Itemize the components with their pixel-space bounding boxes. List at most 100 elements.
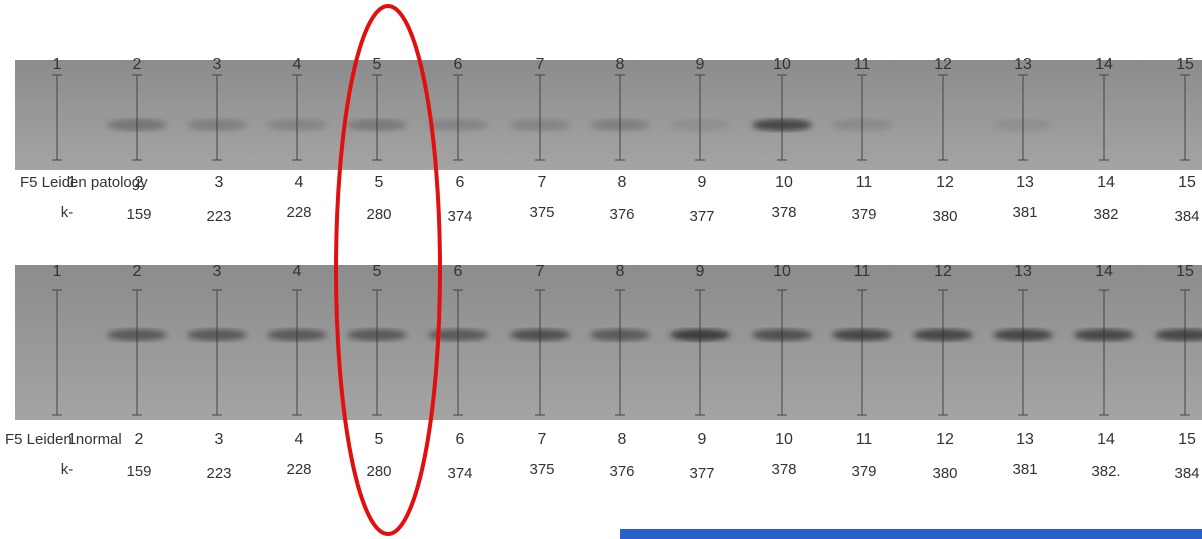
- band: [752, 329, 812, 341]
- k-value: 376: [609, 206, 634, 223]
- label-number: 3: [215, 174, 224, 191]
- k-value: 384: [1174, 465, 1199, 482]
- label-number: 10: [775, 431, 793, 448]
- label-number: 15: [1178, 174, 1196, 191]
- gel-label: F5 Leiden patology: [20, 174, 148, 191]
- lane-number: 12: [934, 263, 952, 280]
- k-value: 381: [1012, 461, 1037, 478]
- label-number: 15: [1178, 431, 1196, 448]
- band: [832, 119, 892, 131]
- band: [347, 119, 407, 131]
- k-value: 382: [1093, 206, 1118, 223]
- label-number: 7: [538, 174, 547, 191]
- lane-number: 4: [293, 56, 302, 73]
- k-value: 228: [286, 461, 311, 478]
- k-value: 380: [932, 208, 957, 225]
- gel-strip: [15, 265, 1202, 420]
- band: [993, 329, 1053, 341]
- label-number: 11: [856, 431, 873, 448]
- k-value: 228: [286, 204, 311, 221]
- band: [107, 119, 167, 131]
- k-value: 280: [366, 463, 391, 480]
- band: [428, 119, 488, 131]
- k-value: k-: [61, 204, 74, 221]
- band: [590, 119, 650, 131]
- lane-number: 15: [1176, 56, 1194, 73]
- k-value: 376: [609, 463, 634, 480]
- lane-number: 1: [53, 56, 62, 73]
- band: [832, 329, 892, 341]
- k-value: 375: [529, 204, 554, 221]
- lane-number: 5: [373, 263, 382, 280]
- label-number: 9: [698, 174, 707, 191]
- gel-label: F5 Leiden normal: [5, 431, 122, 448]
- band: [187, 119, 247, 131]
- label-number: 4: [295, 431, 304, 448]
- lane-number: 14: [1095, 56, 1113, 73]
- label-number: 2: [135, 174, 144, 191]
- label-number: 13: [1016, 174, 1034, 191]
- lane-number: 13: [1014, 56, 1032, 73]
- lane-number: 2: [133, 56, 142, 73]
- lane-number: 10: [773, 263, 791, 280]
- k-value: 374: [447, 465, 472, 482]
- label-number: 8: [618, 174, 627, 191]
- lane-number: 11: [854, 56, 871, 73]
- highlight-ellipse: [334, 4, 442, 536]
- lane-number: 12: [934, 56, 952, 73]
- label-number: 14: [1097, 431, 1115, 448]
- k-value: 378: [771, 461, 796, 478]
- k-value: 384: [1174, 208, 1199, 225]
- band: [107, 329, 167, 341]
- lane-number: 3: [213, 263, 222, 280]
- band: [267, 329, 327, 341]
- label-number: 9: [698, 431, 707, 448]
- k-value: 378: [771, 204, 796, 221]
- lane-number: 6: [454, 56, 463, 73]
- k-value: 374: [447, 208, 472, 225]
- lane-number: 11: [854, 263, 871, 280]
- lane-number: 10: [773, 56, 791, 73]
- label-number: 6: [456, 174, 465, 191]
- band: [752, 119, 812, 131]
- label-number: 14: [1097, 174, 1115, 191]
- band: [510, 329, 570, 341]
- label-number: 1: [68, 431, 77, 448]
- label-number: 5: [375, 174, 384, 191]
- band: [428, 329, 488, 341]
- k-value: 280: [366, 206, 391, 223]
- lane-number: 8: [616, 263, 625, 280]
- lane-number: 15: [1176, 263, 1194, 280]
- band: [590, 329, 650, 341]
- label-number: 6: [456, 431, 465, 448]
- label-number: 12: [936, 174, 954, 191]
- lane-number: 6: [454, 263, 463, 280]
- band: [1155, 329, 1202, 341]
- k-value: 377: [689, 208, 714, 225]
- band: [347, 329, 407, 341]
- label-number: 2: [135, 431, 144, 448]
- label-number: 5: [375, 431, 384, 448]
- band: [267, 119, 327, 131]
- band: [993, 119, 1053, 131]
- lane-number: 13: [1014, 263, 1032, 280]
- k-value: 377: [689, 465, 714, 482]
- band: [670, 119, 730, 131]
- label-number: 3: [215, 431, 224, 448]
- lane-number: 7: [536, 56, 545, 73]
- lane-number: 9: [696, 56, 705, 73]
- k-value: k-: [61, 461, 74, 478]
- gel-strip: [15, 60, 1202, 170]
- band: [187, 329, 247, 341]
- window-titlebar: [620, 529, 1202, 539]
- label-number: 8: [618, 431, 627, 448]
- k-value: 159: [126, 206, 151, 223]
- lane-number: 3: [213, 56, 222, 73]
- band: [510, 119, 570, 131]
- lane-number: 5: [373, 56, 382, 73]
- lane-number: 9: [696, 263, 705, 280]
- k-value: 382.: [1091, 463, 1120, 480]
- band: [670, 329, 730, 341]
- label-number: 13: [1016, 431, 1034, 448]
